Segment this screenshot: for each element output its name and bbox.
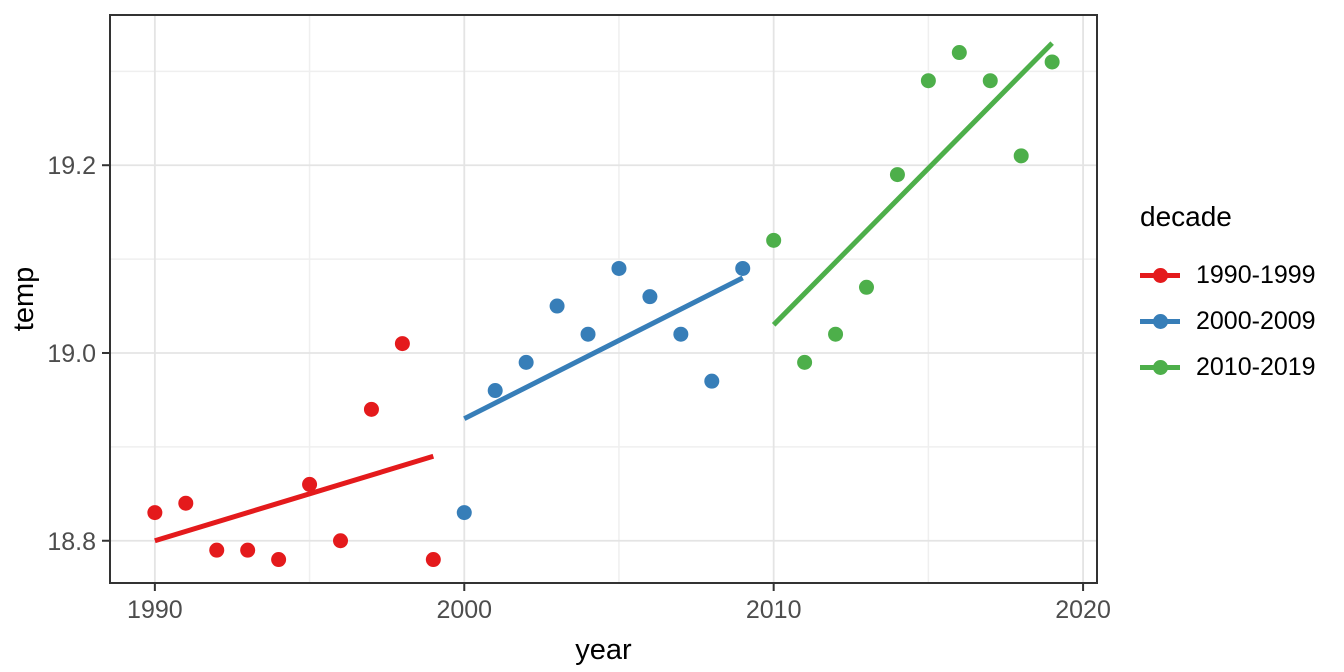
data-point: [425, 552, 441, 568]
data-point: [611, 260, 627, 276]
data-point: [797, 354, 813, 370]
legend-key-line-dot-icon: [1140, 313, 1180, 330]
legend-key-dot: [1152, 359, 1168, 375]
data-point: [642, 289, 658, 305]
x-tick-label: 1990: [127, 596, 183, 624]
data-point: [147, 505, 163, 521]
trend-line: [154, 453, 435, 544]
legend-key-line-dot-icon: [1140, 359, 1180, 376]
data-point: [951, 45, 967, 61]
y-axis-title: temp: [8, 267, 40, 331]
legend-item-label: 2000-2009: [1196, 306, 1316, 335]
data-point: [858, 279, 874, 295]
y-tick-label: 18.8: [47, 528, 96, 556]
legend-key-dot: [1152, 313, 1168, 329]
legend-item-1990s: 1990-1999: [1140, 252, 1340, 298]
x-tick-label: 2000: [436, 596, 492, 624]
data-point: [240, 542, 256, 558]
data-point: [271, 552, 287, 568]
data-point: [456, 505, 472, 521]
legend: decade 1990-1999 2000-2009 2010-2019: [1140, 200, 1340, 390]
trend-line: [771, 41, 1054, 327]
data-point: [673, 326, 689, 342]
y-tick-label: 19.0: [47, 340, 96, 368]
legend-title: decade: [1140, 201, 1232, 232]
data-point: [735, 260, 751, 276]
legend-key-line-dot-icon: [1140, 267, 1180, 284]
data-point: [209, 542, 225, 558]
legend-item-2000s: 2000-2009: [1140, 298, 1340, 344]
data-point: [302, 476, 318, 492]
y-tick-label: 19.2: [47, 152, 96, 180]
data-point: [1013, 148, 1029, 164]
legend-key-dot: [1152, 267, 1168, 283]
x-tick-label: 2020: [1055, 596, 1111, 624]
data-point: [178, 495, 194, 511]
panel-border: [109, 14, 1098, 584]
legend-item-2010s: 2010-2019: [1140, 344, 1340, 390]
legend-item-label: 2010-2019: [1196, 352, 1316, 381]
data-point: [518, 354, 534, 370]
data-point: [363, 401, 379, 417]
data-point: [982, 73, 998, 89]
data-point: [333, 533, 349, 549]
data-point: [580, 326, 596, 342]
data-point: [1044, 54, 1060, 70]
x-tick-label: 2010: [746, 596, 802, 624]
data-point: [828, 326, 844, 342]
data-point: [766, 232, 782, 248]
x-axis-title: year: [575, 634, 632, 666]
data-point: [889, 167, 905, 183]
data-point: [394, 336, 410, 352]
legend-item-label: 1990-1999: [1196, 260, 1316, 289]
data-point: [487, 383, 503, 399]
trend-line: [463, 275, 744, 421]
data-point: [920, 73, 936, 89]
data-point: [549, 298, 565, 314]
data-point: [704, 373, 720, 389]
